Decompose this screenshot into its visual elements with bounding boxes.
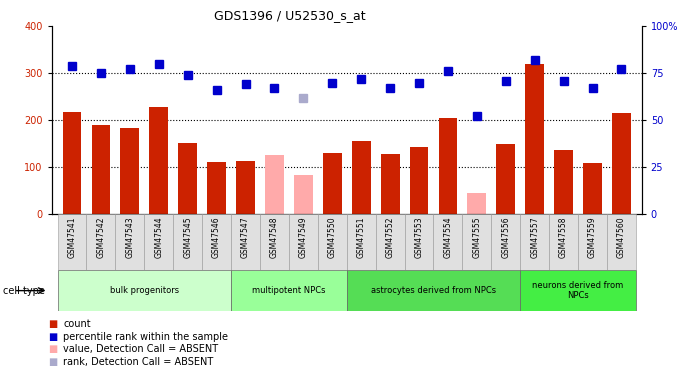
Text: GSM47543: GSM47543 — [126, 216, 135, 258]
FancyBboxPatch shape — [57, 214, 86, 270]
Bar — [149, 107, 168, 214]
Text: ■: ■ — [48, 320, 57, 329]
Text: GSM47557: GSM47557 — [530, 216, 539, 258]
FancyBboxPatch shape — [520, 270, 636, 311]
Bar — [294, 176, 313, 214]
FancyBboxPatch shape — [231, 270, 347, 311]
FancyBboxPatch shape — [549, 214, 578, 270]
Text: ■: ■ — [48, 344, 57, 354]
FancyBboxPatch shape — [491, 214, 520, 270]
Text: GDS1396 / U52530_s_at: GDS1396 / U52530_s_at — [214, 9, 366, 22]
FancyBboxPatch shape — [115, 214, 144, 270]
Text: GSM47559: GSM47559 — [588, 216, 597, 258]
Bar — [178, 144, 197, 214]
Text: GSM47554: GSM47554 — [444, 216, 453, 258]
Bar — [265, 155, 284, 214]
FancyBboxPatch shape — [86, 214, 115, 270]
FancyBboxPatch shape — [462, 214, 491, 270]
Text: cell type: cell type — [3, 286, 46, 296]
Bar — [207, 162, 226, 214]
Text: GSM47546: GSM47546 — [212, 216, 221, 258]
FancyBboxPatch shape — [202, 214, 231, 270]
FancyBboxPatch shape — [578, 214, 607, 270]
FancyBboxPatch shape — [173, 214, 202, 270]
FancyBboxPatch shape — [433, 214, 462, 270]
Text: GSM47552: GSM47552 — [386, 216, 395, 258]
Text: GSM47550: GSM47550 — [328, 216, 337, 258]
Text: GSM47545: GSM47545 — [183, 216, 193, 258]
Bar — [612, 112, 631, 214]
Bar — [121, 128, 139, 214]
Bar — [467, 193, 486, 214]
FancyBboxPatch shape — [318, 214, 347, 270]
Bar — [583, 163, 602, 214]
FancyBboxPatch shape — [347, 270, 520, 311]
Bar — [496, 144, 515, 214]
Text: value, Detection Call = ABSENT: value, Detection Call = ABSENT — [63, 344, 219, 354]
Text: astrocytes derived from NPCs: astrocytes derived from NPCs — [371, 286, 496, 295]
Text: GSM47549: GSM47549 — [299, 216, 308, 258]
Bar — [63, 112, 81, 214]
Text: GSM47558: GSM47558 — [559, 216, 568, 258]
Text: GSM47544: GSM47544 — [155, 216, 164, 258]
Text: GSM47556: GSM47556 — [501, 216, 511, 258]
Text: GSM47560: GSM47560 — [617, 216, 626, 258]
Bar — [92, 124, 110, 214]
Text: ■: ■ — [48, 357, 57, 366]
Bar — [352, 141, 371, 214]
Text: percentile rank within the sample: percentile rank within the sample — [63, 332, 228, 342]
Bar — [236, 161, 255, 214]
Text: GSM47553: GSM47553 — [415, 216, 424, 258]
Text: GSM47555: GSM47555 — [473, 216, 482, 258]
Bar — [439, 118, 457, 214]
Bar — [525, 64, 544, 214]
FancyBboxPatch shape — [144, 214, 173, 270]
Text: GSM47542: GSM47542 — [97, 216, 106, 258]
Bar — [323, 153, 342, 214]
FancyBboxPatch shape — [375, 214, 404, 270]
Text: GSM47548: GSM47548 — [270, 216, 279, 258]
FancyBboxPatch shape — [404, 214, 433, 270]
Bar — [554, 150, 573, 214]
FancyBboxPatch shape — [289, 214, 318, 270]
FancyBboxPatch shape — [607, 214, 636, 270]
Text: multipotent NPCs: multipotent NPCs — [252, 286, 326, 295]
FancyBboxPatch shape — [347, 214, 375, 270]
Text: rank, Detection Call = ABSENT: rank, Detection Call = ABSENT — [63, 357, 214, 366]
Text: GSM47547: GSM47547 — [241, 216, 250, 258]
Text: bulk progenitors: bulk progenitors — [110, 286, 179, 295]
Text: GSM47541: GSM47541 — [68, 216, 77, 258]
FancyBboxPatch shape — [231, 214, 260, 270]
FancyBboxPatch shape — [520, 214, 549, 270]
Text: ■: ■ — [48, 332, 57, 342]
FancyBboxPatch shape — [57, 270, 231, 311]
Text: GSM47551: GSM47551 — [357, 216, 366, 258]
Text: neurons derived from
NPCs: neurons derived from NPCs — [533, 281, 624, 300]
FancyBboxPatch shape — [260, 214, 289, 270]
Bar — [381, 154, 400, 214]
Bar — [410, 147, 428, 214]
Text: count: count — [63, 320, 91, 329]
